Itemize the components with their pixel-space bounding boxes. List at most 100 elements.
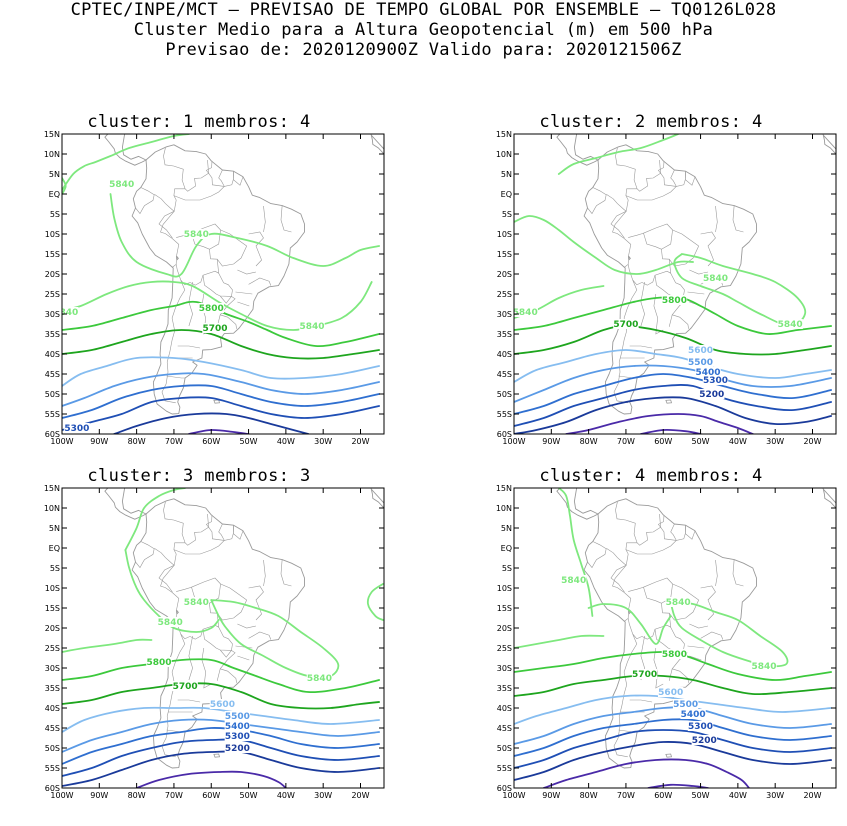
contour-label-bg <box>202 323 228 333</box>
lon-tick-label: 60W <box>202 437 220 446</box>
panel-cluster-4: cluster: 4 membros: 4 5840 5840 5840 5800 57… <box>456 466 846 826</box>
panel-title: cluster: 1 membros: 4 <box>87 112 311 132</box>
country-border <box>163 501 186 565</box>
lat-tick-label: 50S <box>45 390 60 399</box>
country-border <box>672 668 689 683</box>
country-border <box>235 291 253 295</box>
lon-tick-label: 20W <box>803 791 821 800</box>
contour-map: 5840584058405800570056005500540053005200… <box>496 484 837 800</box>
lat-tick-label: 10N <box>44 504 60 513</box>
contour-label-bg <box>560 575 587 585</box>
lat-tick-label: 35S <box>45 330 60 339</box>
contour-label-bg <box>687 721 714 731</box>
contour-label-bg <box>687 345 714 355</box>
lat-tick-label: 5N <box>501 170 512 179</box>
contour-5500 <box>514 364 832 403</box>
contour-label-bg <box>224 743 251 753</box>
country-border <box>248 277 272 286</box>
country-border <box>154 194 180 268</box>
lat-tick-label: 15S <box>497 604 512 613</box>
contour-5840 <box>62 177 67 195</box>
contour-5840 <box>514 215 694 275</box>
contour-label-bg <box>146 657 172 667</box>
plot-background <box>62 488 384 788</box>
contour-5840 <box>62 134 190 191</box>
plot-frame <box>513 487 837 789</box>
lat-tick-label: 10N <box>44 150 60 159</box>
contour-label-bg <box>702 375 729 385</box>
contour-label-bg <box>672 699 699 709</box>
country-border <box>202 273 233 297</box>
coastline-central-america <box>556 488 600 520</box>
country-border <box>687 291 705 295</box>
country-border <box>672 229 699 247</box>
contour-5500 <box>62 718 380 753</box>
map-layer: 5840 5840 5840 5840 5800 5700 5300 <box>53 134 384 434</box>
contour-label: 5200 <box>225 744 250 754</box>
contour-label-bg <box>514 307 538 317</box>
contour-5600 <box>514 694 832 725</box>
contour-5840 <box>557 488 594 617</box>
country-border <box>177 345 201 349</box>
contour-label: 5840 <box>109 180 134 190</box>
country-border <box>202 627 233 651</box>
lon-tick-label: 90W <box>90 437 108 446</box>
lat-tick-label: 50S <box>45 744 60 753</box>
lat-tick-label: 15N <box>496 484 512 493</box>
lon-tick-label: 100W <box>50 791 73 800</box>
country-border <box>657 160 686 187</box>
contour-label-bg <box>665 597 691 607</box>
lat-tick-label: 10S <box>45 584 60 593</box>
contour-label: 5500 <box>225 712 250 722</box>
lon-tick-label: 30W <box>314 437 332 446</box>
contour-5800 <box>62 658 380 694</box>
lon-tick-label: 80W <box>580 791 598 800</box>
lat-tick-label: 5N <box>49 170 60 179</box>
country-border <box>672 314 689 329</box>
contour-label-bg <box>64 423 90 433</box>
lat-tick-label: 15N <box>44 130 60 139</box>
coastline-islands <box>213 753 221 758</box>
country-border <box>216 599 247 621</box>
contour-label: 5700 <box>173 682 198 692</box>
country-border <box>158 210 175 239</box>
lon-tick-label: 90W <box>542 437 560 446</box>
contour-5840 <box>62 280 373 331</box>
country-border <box>135 187 155 215</box>
contour-label: 5840 <box>53 308 78 318</box>
contour-5100 <box>188 429 250 434</box>
contour-5200 <box>514 741 832 781</box>
lat-tick-label: 40S <box>497 704 512 713</box>
lon-tick-label: 90W <box>90 791 108 800</box>
lat-tick-label: 50S <box>497 390 512 399</box>
contour-5100 <box>565 413 754 434</box>
country-border <box>700 231 716 267</box>
panel-title: cluster: 2 membros: 4 <box>539 112 763 132</box>
country-border <box>640 281 645 327</box>
country-border <box>220 314 237 329</box>
lat-tick-label: EQ <box>49 190 60 199</box>
contour-label-bg <box>62 307 79 317</box>
coastline-africa <box>822 488 836 509</box>
contour-5800 <box>62 300 380 348</box>
contour-label-bg <box>209 699 236 709</box>
contour-label: 5800 <box>146 658 171 668</box>
country-border <box>280 559 292 587</box>
contour-5400 <box>62 727 380 765</box>
contour-map: 5840 5840 5840 5840 5800 5700 5300 15N 10N 5N EQ 5S… <box>44 130 385 446</box>
contour-label-bg <box>695 367 721 377</box>
contour-5600 <box>62 356 380 387</box>
contour-5840 <box>514 634 605 649</box>
country-border <box>627 232 672 286</box>
contour-label: 5500 <box>688 358 713 368</box>
country-border <box>700 585 716 621</box>
contour-5700 <box>62 329 380 360</box>
country-border <box>161 279 186 404</box>
lat-tick-label: 15S <box>45 250 60 259</box>
lat-tick-label: 10S <box>497 584 512 593</box>
lat-tick-label: 5S <box>50 564 60 573</box>
country-border <box>732 205 744 233</box>
contour-label: 5840 <box>513 308 538 318</box>
lon-tick-label: 40W <box>729 437 747 446</box>
country-border <box>237 655 250 661</box>
